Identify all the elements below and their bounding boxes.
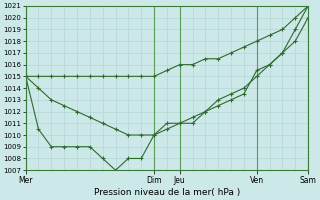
X-axis label: Pression niveau de la mer( hPa ): Pression niveau de la mer( hPa ) [94,188,240,197]
